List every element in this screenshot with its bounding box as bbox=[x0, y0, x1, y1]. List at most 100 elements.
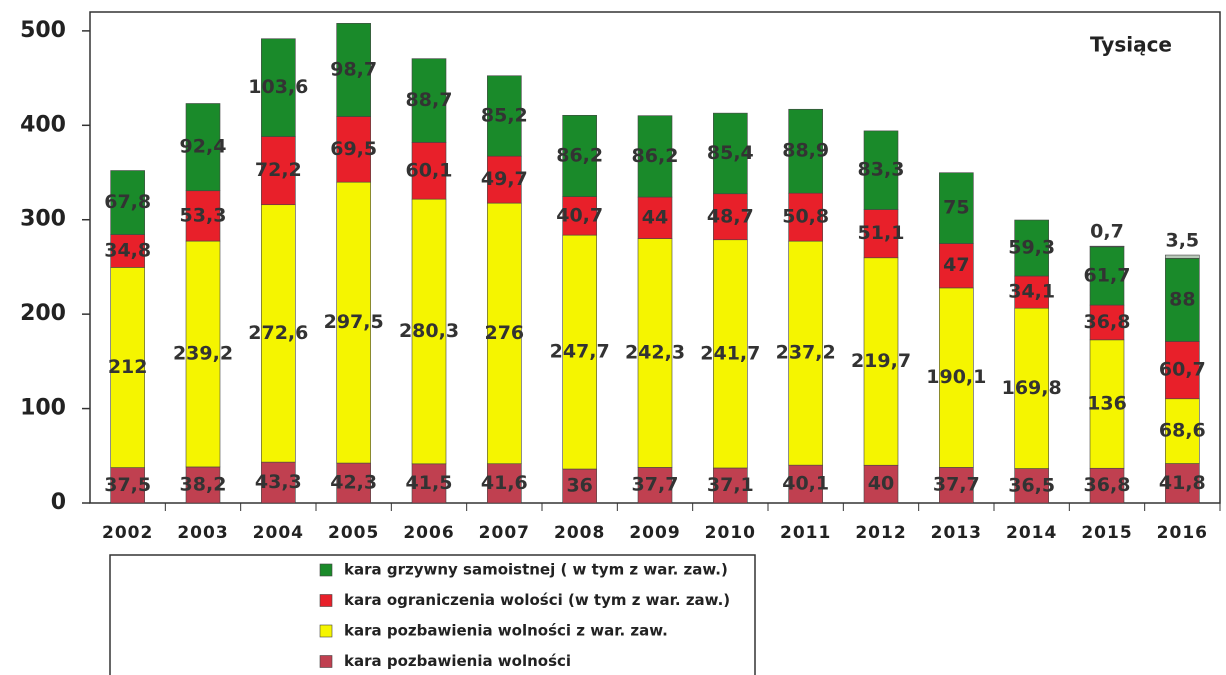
legend-swatch bbox=[319, 594, 333, 607]
bar-segment bbox=[637, 467, 673, 504]
bar-segment bbox=[788, 192, 823, 242]
x-tick-label: 2003 bbox=[177, 523, 228, 543]
value-label: 297,5 bbox=[324, 311, 384, 333]
value-label: 169,8 bbox=[1002, 377, 1062, 399]
value-label: 276 bbox=[484, 322, 524, 344]
value-label: 280,3 bbox=[399, 320, 459, 342]
legend-label: kara ograniczenia wolości (w tym z war. … bbox=[344, 591, 730, 609]
value-label: 242,3 bbox=[625, 342, 685, 364]
bar-segment bbox=[1014, 219, 1049, 277]
value-label: 272,6 bbox=[248, 322, 308, 344]
bar-segment bbox=[939, 172, 974, 244]
bar-segment bbox=[487, 75, 522, 157]
value-label: 88,7 bbox=[406, 89, 453, 111]
bar-segment bbox=[487, 202, 522, 465]
x-tick-label: 2016 bbox=[1157, 523, 1208, 543]
x-tick-label: 2007 bbox=[479, 523, 530, 543]
value-label: 136 bbox=[1087, 393, 1127, 415]
value-label: 38,2 bbox=[180, 473, 227, 495]
bar-segment bbox=[863, 464, 899, 504]
value-label: 37,7 bbox=[933, 474, 980, 496]
legend-label: kara pozbawienia wolności bbox=[344, 652, 571, 670]
legend-label: kara grzywny samoistnej ( w tym z war. z… bbox=[344, 561, 728, 579]
legend-swatch bbox=[319, 563, 333, 577]
value-label: 36 bbox=[566, 475, 592, 497]
bar-segment bbox=[788, 464, 823, 504]
value-label: 53,3 bbox=[180, 204, 227, 226]
value-label: 75 bbox=[943, 197, 969, 219]
y-tick-label: 0 bbox=[51, 490, 66, 515]
legend-label: kara pozbawienia wolności z war. zaw. bbox=[344, 622, 668, 640]
value-label: 72,2 bbox=[255, 159, 302, 181]
value-label: 36,8 bbox=[1084, 311, 1131, 333]
value-label: 49,7 bbox=[481, 168, 528, 190]
x-tick-label: 2012 bbox=[855, 523, 906, 543]
legend-swatch bbox=[319, 655, 333, 668]
value-label: 92,4 bbox=[180, 136, 227, 158]
x-tick-label: 2006 bbox=[403, 523, 454, 543]
bar-segment bbox=[863, 130, 899, 210]
bar-segment bbox=[788, 108, 823, 194]
value-label: 42,3 bbox=[330, 472, 377, 494]
bar-segment bbox=[1014, 468, 1049, 504]
value-label: 85,2 bbox=[481, 104, 528, 126]
value-label: 59,3 bbox=[1008, 237, 1055, 259]
x-tick-label: 2005 bbox=[328, 523, 379, 543]
bar-segment bbox=[110, 170, 145, 235]
bar-segment bbox=[1089, 339, 1125, 469]
bar-segment bbox=[411, 142, 447, 200]
value-label: 51,1 bbox=[858, 222, 905, 244]
bar-segment bbox=[1089, 467, 1125, 504]
bar-segment bbox=[637, 196, 673, 239]
value-label: 40 bbox=[868, 473, 894, 495]
value-label: 34,1 bbox=[1008, 281, 1055, 303]
value-label: 190,1 bbox=[926, 366, 986, 388]
value-label: 37,1 bbox=[707, 474, 754, 496]
bar-segment bbox=[487, 463, 522, 504]
bar-segment bbox=[637, 115, 673, 198]
bar-segment bbox=[562, 234, 597, 470]
value-label: 43,3 bbox=[255, 471, 302, 493]
value-label: 237,2 bbox=[776, 342, 836, 364]
value-label: 85,4 bbox=[707, 142, 754, 164]
legend-box bbox=[109, 554, 756, 675]
x-tick-label: 2014 bbox=[1006, 523, 1057, 543]
x-tick-label: 2008 bbox=[554, 523, 605, 543]
value-label: 37,5 bbox=[104, 474, 151, 496]
value-label: 41,8 bbox=[1159, 472, 1206, 494]
value-label: 98,7 bbox=[330, 58, 377, 80]
value-label: 61,7 bbox=[1084, 264, 1131, 286]
bar-segment bbox=[411, 58, 447, 143]
value-label: 40,7 bbox=[556, 204, 603, 226]
bar-segment bbox=[411, 463, 447, 504]
bar-segment bbox=[1165, 341, 1200, 400]
x-tick-label: 2013 bbox=[931, 523, 982, 543]
bar-segment bbox=[1089, 246, 1125, 306]
value-label: 86,2 bbox=[556, 144, 603, 166]
bar-segment bbox=[1089, 304, 1125, 341]
bar-segment bbox=[788, 240, 823, 466]
bar-segment bbox=[261, 38, 296, 137]
bar-segment bbox=[185, 190, 221, 242]
x-tick-label: 2010 bbox=[705, 523, 756, 543]
value-label: 50,8 bbox=[782, 206, 829, 228]
value-label: 241,7 bbox=[700, 342, 760, 364]
bar-segment bbox=[637, 238, 673, 468]
x-tick-label: 2002 bbox=[102, 523, 153, 543]
bar-segment bbox=[562, 196, 597, 236]
value-label: 212 bbox=[108, 356, 148, 378]
value-label: 88,9 bbox=[782, 140, 829, 162]
value-label: 44 bbox=[642, 206, 668, 228]
value-label: 41,5 bbox=[406, 472, 453, 494]
value-label: 40,1 bbox=[782, 473, 829, 495]
value-label: 86,2 bbox=[632, 145, 679, 167]
y-tick-label: 300 bbox=[20, 207, 66, 232]
bar-segment bbox=[336, 23, 371, 117]
bar-segment bbox=[110, 467, 145, 504]
value-label: 3,5 bbox=[1165, 230, 1199, 252]
bar-segment bbox=[185, 466, 221, 504]
value-label: 37,7 bbox=[632, 474, 679, 496]
bar-segment bbox=[261, 136, 296, 206]
bar-segment bbox=[1014, 275, 1049, 309]
